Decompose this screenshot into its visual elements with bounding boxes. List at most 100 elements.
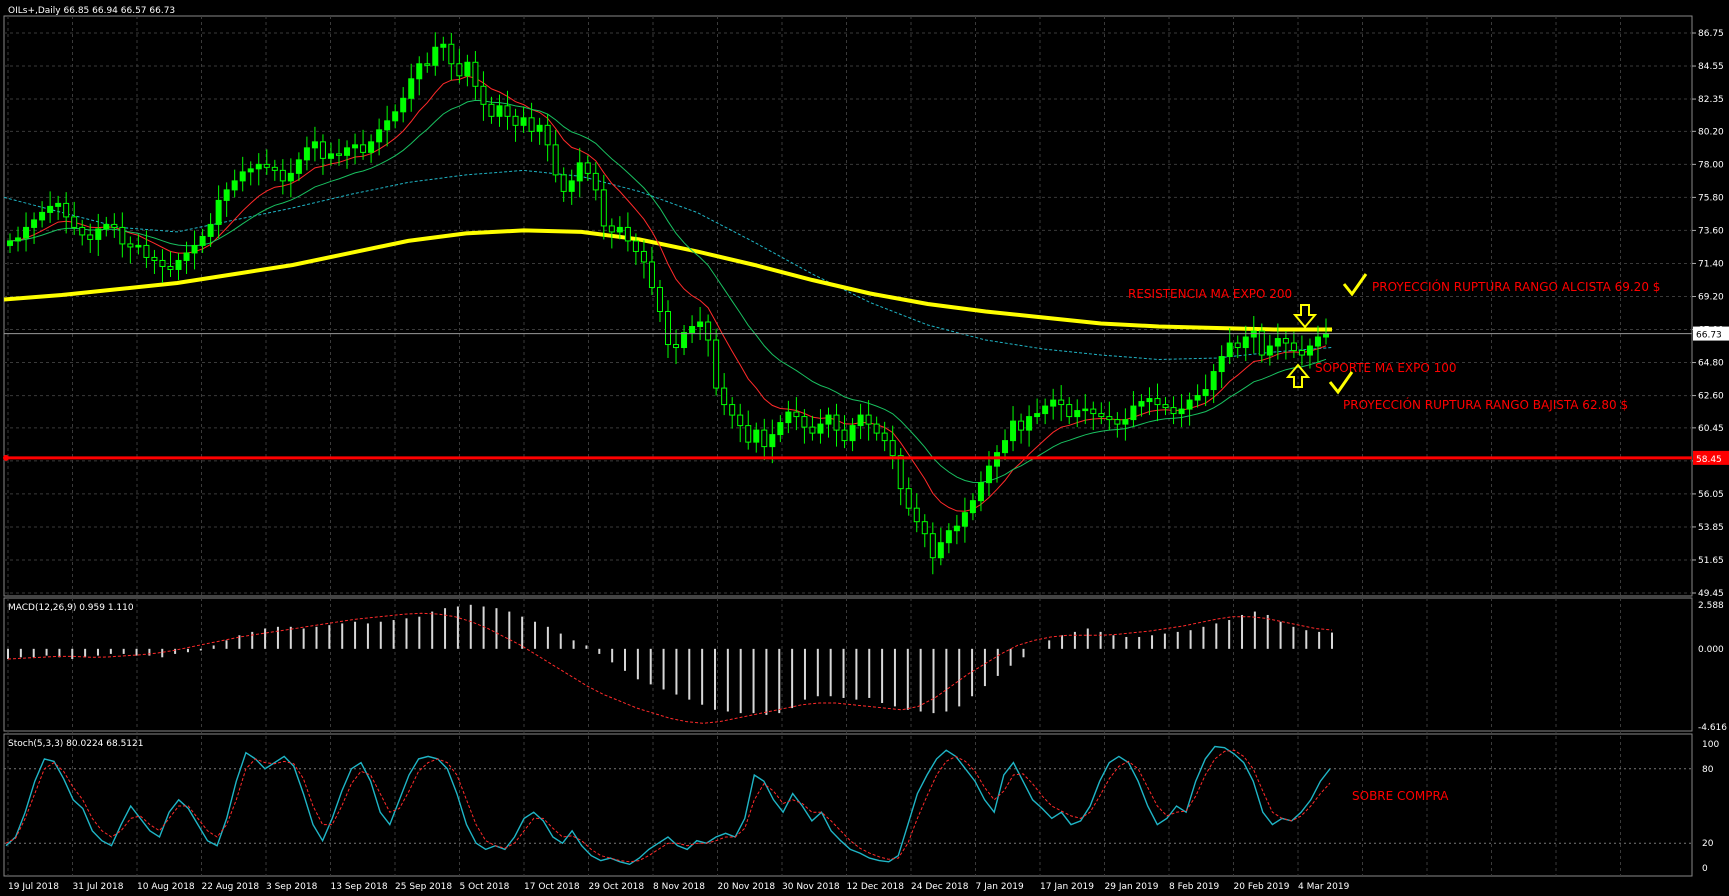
candle-body [817,423,824,434]
candle-body [1154,398,1161,406]
time-tick-label: 17 Jan 2019 [1040,882,1094,892]
candle-body [1026,416,1033,431]
resistance-annotation: RESISTENCIA MA EXPO 200 [1128,287,1292,301]
candle-body [472,61,479,87]
candle-body [1266,345,1273,356]
candle-body [544,124,551,146]
time-tick-label: 22 Aug 2018 [202,882,260,892]
candle-body [368,141,375,153]
candle-body [905,488,912,509]
candle-body [632,240,639,252]
candle-body [464,61,471,77]
bear-projection-annotation: PROYECCIÓN RUPTURA RANGO BAJISTA 62.80 $ [1343,397,1628,412]
candle-body [119,226,126,245]
time-tick-label: 29 Jan 2019 [1105,882,1159,892]
candle-body [336,153,342,156]
macd-tick-label: 2.588 [1698,601,1724,611]
candle-body [520,117,527,126]
up-arrow-icon [1285,363,1311,388]
candle-body [63,202,70,218]
time-tick-label: 13 Sep 2018 [331,882,388,892]
candle-body [1258,330,1265,356]
macd-pane[interactable] [3,597,1693,732]
candle-body [1138,401,1145,407]
candle-body [857,414,864,427]
candle-body [31,219,38,228]
candle-body [761,429,768,448]
candle-body [737,414,744,427]
candle-body [584,162,591,174]
candle-body [913,507,920,523]
candle-body [1082,408,1089,412]
candle-body [440,43,447,48]
candle-body [223,189,230,201]
candle-body [793,411,800,418]
price-tick-label: 80.20 [1698,127,1724,137]
ema-200-line [3,228,1332,332]
ema-200-path [3,228,1332,332]
candle-body [945,530,952,544]
candle-body [777,422,784,436]
stoch-pane[interactable] [3,733,1693,877]
candle-body [183,252,190,261]
candle-body [801,416,808,428]
candle-body [1114,419,1121,425]
candle-body [456,63,463,77]
candle-body [705,321,712,341]
candle-body [841,429,848,442]
candle-body [360,144,367,153]
candle-body [1106,416,1113,421]
macd-header: MACD(12,26,9) 0.959 1.110 [8,603,134,613]
candle-body [833,414,840,431]
candle-body [1323,333,1329,338]
candle-body [344,147,351,156]
candle-body [135,244,142,248]
candle-body [352,144,359,149]
stoch-signal-line [5,749,1331,863]
price-tick-label: 49.45 [1698,589,1724,599]
time-axis: 19 Jul 2018 31 Jul 2018 10 Aug 2018 22 Aug … [8,882,1350,892]
candle-body [87,234,94,240]
candle-body [961,512,968,527]
candle-body [536,124,543,132]
candle-body [1210,371,1217,391]
candle-body [247,168,254,173]
candle-body [648,261,655,288]
candle-body [681,332,688,349]
stoch-tick-label: 80 [1702,765,1714,775]
candle-body [1306,345,1313,356]
candle-body [1298,350,1305,356]
time-tick-label: 8 Feb 2019 [1169,882,1220,892]
candle-body [319,141,326,159]
candle-body [15,237,22,242]
candle-body [1282,338,1289,344]
macd-indicator: 2.588 0.000 -4.616 [7,601,1727,733]
candle-body [624,226,631,242]
candle-body [568,180,575,192]
time-tick-label: 25 Sep 2018 [395,882,452,892]
candle-body [753,429,760,443]
candle-body [1066,404,1073,418]
candle-body [1010,420,1017,442]
candle-body [1274,338,1281,347]
ema-100-line [3,169,1333,361]
time-tick-label: 17 Oct 2018 [524,882,580,892]
time-tick-label: 30 Nov 2018 [782,882,840,892]
main-pane[interactable] [3,15,1693,597]
candle-body [1290,342,1297,352]
candle-body [512,115,519,126]
candle-body [191,244,198,254]
candle-body [889,440,896,457]
price-tick-label: 86.75 [1698,29,1724,39]
candle-body [79,226,86,236]
candle-body [1162,404,1169,409]
check-mark-icon [1328,371,1354,395]
candle-body [1178,408,1185,415]
candle-body [592,172,599,191]
candle-body [424,63,431,66]
candle-body [392,111,399,122]
price-tick-label: 71.40 [1698,259,1724,269]
time-tick-label: 20 Nov 2018 [718,882,776,892]
down-arrow-icon [1292,304,1318,329]
